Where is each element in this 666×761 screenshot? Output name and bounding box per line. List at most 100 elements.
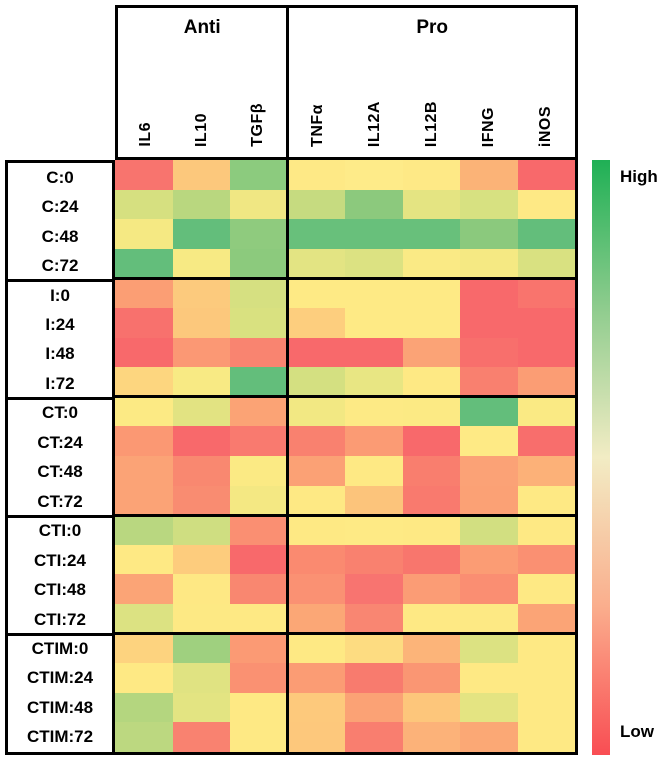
column-label-text: IL6 (137, 122, 155, 147)
group-label-anti: Anti (183, 17, 221, 38)
heatmap-cell (517, 544, 575, 575)
heatmap-cell (517, 485, 575, 516)
heatmap-cell (115, 396, 173, 427)
heatmap-cell (517, 278, 575, 308)
column-label-TGFβ: TGFβ (230, 39, 286, 157)
heatmap-cell (345, 278, 403, 308)
heatmap-cell (230, 574, 288, 604)
heatmap-cell (172, 722, 230, 752)
column-label-IL10: IL10 (174, 39, 230, 157)
heatmap-cell (115, 248, 173, 279)
heatmap-cell (345, 604, 403, 634)
heatmap-cell (345, 160, 403, 190)
heatmap-cell (230, 367, 288, 397)
column-header: Anti IL6 IL10 TGFβ Pro TNFα IL12A IL12B IFNG i… (115, 5, 578, 160)
heatmap-cell (402, 456, 460, 486)
row-label-CTI:72: CTI:72 (34, 609, 86, 629)
row-label-CT:24: CT:24 (37, 432, 83, 452)
heatmap-cell (230, 663, 288, 693)
heatmap-cell (402, 248, 460, 279)
heatmap-cell (460, 248, 518, 279)
heatmap-cell (172, 663, 230, 693)
anti-column-labels: IL6 IL10 TGFβ (118, 39, 286, 157)
heatmap-cell (402, 574, 460, 604)
row-label-CTIM:0: CTIM:0 (31, 638, 89, 658)
heatmap-cell (287, 574, 345, 604)
heatmap-cell (402, 663, 460, 693)
heatmap-cell (402, 426, 460, 456)
heatmap-cell (172, 278, 230, 308)
heatmap-cell (287, 456, 345, 486)
column-label-TNFα: TNFα (289, 39, 346, 157)
heatmap-cell (115, 515, 173, 545)
heatmap-cell (172, 396, 230, 427)
heatmap-cell (402, 396, 460, 427)
column-label-IFNG: IFNG (461, 39, 518, 157)
heatmap-cell (287, 367, 345, 397)
heatmap-cell (517, 722, 575, 752)
heatmap-cell (517, 633, 575, 664)
column-group-anti: Anti IL6 IL10 TGFβ (118, 8, 290, 157)
heatmap-cell (517, 160, 575, 190)
heatmap-cell (115, 367, 173, 397)
heatmap-cell (345, 308, 403, 338)
heatmap-cell (230, 692, 288, 723)
row-label-CTIM:48: CTIM:48 (26, 697, 94, 717)
heatmap-cell (287, 604, 345, 634)
heatmap-grid (115, 160, 578, 755)
heatmap-cell (460, 722, 518, 752)
heatmap-cell (172, 426, 230, 456)
heatmap-cell (287, 633, 345, 664)
column-label-text: TGFβ (249, 103, 267, 147)
heatmap-cell (287, 485, 345, 516)
heatmap-cell (460, 604, 518, 634)
heatmap-cell (172, 544, 230, 575)
column-label-IL12A: IL12A (347, 39, 404, 157)
heatmap-cell (517, 337, 575, 368)
row-label-CTI:48: CTI:48 (34, 580, 86, 600)
heatmap-cell (287, 337, 345, 368)
pro-column-labels: TNFα IL12A IL12B IFNG iNOS (289, 39, 575, 157)
heatmap-cell (115, 574, 173, 604)
heatmap-cell (517, 367, 575, 397)
heatmap-cell (115, 485, 173, 516)
heatmap-cell (287, 692, 345, 723)
heatmap-cell (230, 396, 288, 427)
heatmap-cell (115, 426, 173, 456)
heatmap-cell (402, 189, 460, 220)
heatmap-cell (517, 248, 575, 279)
heatmap-cell (287, 248, 345, 279)
row-label-C:24: C:24 (41, 197, 79, 217)
column-group-pro: Pro TNFα IL12A IL12B IFNG iNOS (289, 8, 575, 157)
column-label-IL6: IL6 (118, 39, 174, 157)
heatmap-cell (287, 278, 345, 308)
heatmap-cell (345, 367, 403, 397)
heatmap-cell (460, 308, 518, 338)
heatmap-cell (115, 722, 173, 752)
heatmap-cell (115, 692, 173, 723)
heatmap-cell (230, 633, 288, 664)
heatmap-cell (402, 308, 460, 338)
heatmap-cell (460, 633, 518, 664)
heatmap-cell (230, 426, 288, 456)
column-label-text: IL12B (423, 100, 441, 147)
heatmap-cell (172, 515, 230, 545)
heatmap-cell (172, 456, 230, 486)
row-label-CT:0: CT:0 (42, 403, 78, 423)
heatmap-cell (172, 248, 230, 279)
legend-gradient-bar (592, 160, 610, 755)
row-label-CTIM:72: CTIM:72 (26, 727, 94, 747)
heatmap-cell (172, 367, 230, 397)
row-label-CT:48: CT:48 (37, 462, 83, 482)
heatmap-cell (517, 604, 575, 634)
heatmap-cell (345, 544, 403, 575)
row-label-I:24: I:24 (45, 314, 75, 334)
heatmap-cell (115, 189, 173, 220)
heatmap-cell (115, 456, 173, 486)
row-label-CTI:0: CTI:0 (38, 521, 82, 541)
heatmap-cell (230, 604, 288, 634)
column-label-text: TNFα (308, 104, 326, 147)
heatmap-cell (517, 574, 575, 604)
heatmap-cell (115, 308, 173, 338)
heatmap-cell (287, 722, 345, 752)
